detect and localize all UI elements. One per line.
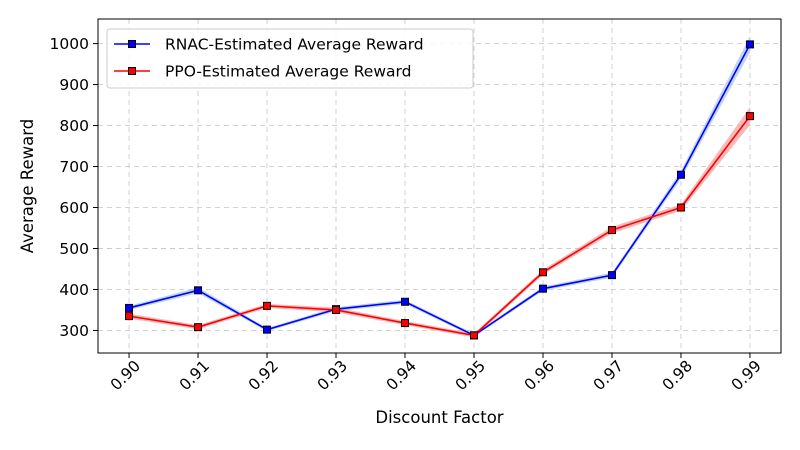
legend-label-ppo: PPO-Estimated Average Reward (165, 63, 411, 81)
plot-area-frame (97, 18, 782, 354)
series-line-ppo (128, 115, 751, 337)
x-tick-label: 0.97 (590, 357, 627, 394)
point-ppo (469, 331, 478, 340)
legend-label-rnac: RNAC-Estimated Average Reward (165, 36, 424, 54)
point-ppo (332, 305, 341, 314)
y-axis-label: Average Reward (18, 119, 37, 253)
x-tick-label: 0.98 (659, 357, 696, 394)
point-ppo (745, 112, 754, 121)
point-ppo (607, 226, 616, 235)
axis-ticks: 0.90 0.91 0.92 0.93 0.94 0.95 0.96 0.97 0.98 0.99… (50, 35, 765, 394)
legend-box (106, 28, 474, 89)
point-rnac (125, 303, 134, 312)
point-ppo (676, 203, 685, 212)
series-markers (125, 40, 754, 340)
point-rnac (538, 284, 547, 293)
y-tick-label: 800 (59, 117, 89, 135)
y-tick-label: 1000 (50, 35, 89, 53)
x-tick-label: 0.92 (245, 357, 282, 394)
point-rnac (607, 271, 616, 280)
series-lines (128, 44, 751, 337)
x-tick-label: 0.99 (728, 357, 765, 394)
point-rnac (401, 297, 410, 306)
y-tick-label: 300 (59, 322, 89, 340)
x-tick-label: 0.91 (176, 357, 213, 394)
x-axis-label: Discount Factor (375, 408, 503, 427)
y-tick-label: 400 (59, 281, 89, 299)
legend-marker-rnac (128, 40, 136, 48)
point-ppo (538, 268, 547, 277)
point-rnac (194, 286, 203, 295)
x-tick-label: 0.94 (383, 357, 420, 394)
point-rnac (745, 40, 754, 49)
y-tick-label: 700 (59, 158, 89, 176)
legend: RNAC-Estimated Average Reward PPO-Estima… (106, 28, 474, 89)
x-tick-label: 0.93 (314, 357, 351, 394)
point-ppo (401, 319, 410, 328)
point-ppo (263, 301, 272, 310)
point-rnac (676, 170, 685, 179)
x-tick-label: 0.90 (107, 357, 144, 394)
y-tick-label: 500 (59, 240, 89, 258)
x-tick-label: 0.95 (452, 357, 489, 394)
series-line-rnac (128, 44, 751, 337)
legend-marker-ppo (128, 67, 136, 75)
y-tick-label: 600 (59, 199, 89, 217)
point-ppo (125, 312, 134, 321)
point-ppo (194, 323, 203, 332)
x-tick-label: 0.96 (521, 357, 558, 394)
y-tick-label: 900 (59, 76, 89, 94)
point-rnac (263, 325, 272, 334)
